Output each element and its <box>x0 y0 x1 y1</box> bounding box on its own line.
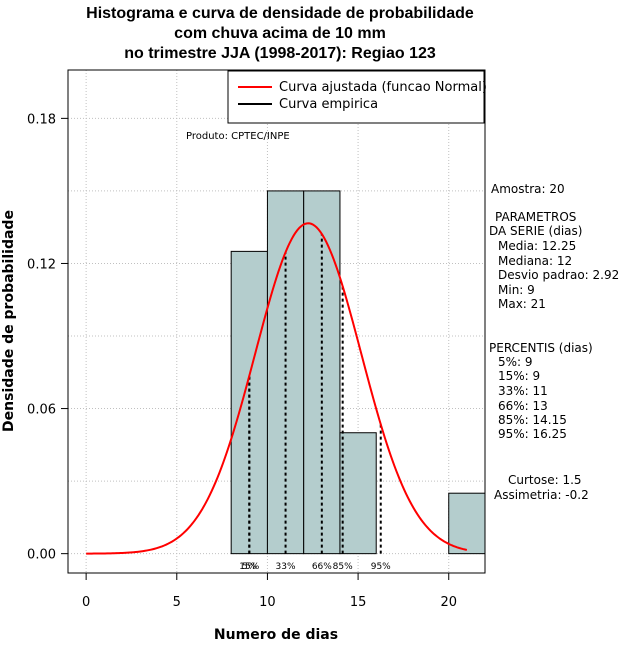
percentile-lines-layer: 5%15% 33% 66% 85% 95% <box>239 233 391 572</box>
stat-media: Media: 12.25 <box>498 239 577 253</box>
percentile-label-3: 66% <box>312 562 332 572</box>
percentile-label-2: 33% <box>276 562 296 572</box>
stat-p5: 5%: 9 <box>498 355 533 369</box>
x-tick-label-0: 0 <box>82 595 90 610</box>
percentile-label-5: 95% <box>371 562 391 572</box>
percentile-label-1: 15% <box>239 562 259 572</box>
stat-desvio-padrao: Desvio padrao: 2.92 <box>498 268 620 282</box>
x-axis-label: Numero de dias <box>214 627 338 643</box>
stat-parametros-subtitle: DA SERIE (dias) <box>489 224 583 238</box>
grid-layer <box>68 70 485 573</box>
histogram-bar-6 <box>448 492 486 555</box>
percentile-label-0: 5% <box>242 562 257 572</box>
stat-p66: 66%: 13 <box>498 399 548 413</box>
stat-p33: 33%: 11 <box>498 384 548 398</box>
y-tick-label-0: 0.00 <box>27 548 56 563</box>
chart-title-line-2: com chuva acima de 10 mm <box>174 25 386 42</box>
legend-box <box>227 70 485 124</box>
y-tick-label-3: 0.18 <box>27 112 56 127</box>
stat-min: Min: 9 <box>498 283 535 297</box>
x-tick-label-15: 15 <box>350 595 367 610</box>
produto-annotation: Produto: CPTEC/INPE <box>186 131 290 142</box>
legend-normal-label: Curva ajustada (funcao Normal) <box>279 80 487 95</box>
stat-p85: 85%: 14.15 <box>498 413 567 427</box>
stat-curtose: Curtose: 1.5 <box>508 473 582 487</box>
legend-empirical-label: Curva empirica <box>279 97 378 112</box>
y-tick-label-1: 0.06 <box>27 403 56 418</box>
x-tick-label-5: 5 <box>173 595 181 610</box>
stat-mediana: Mediana: 12 <box>498 254 573 268</box>
normal-fit-curve <box>86 222 468 555</box>
stat-p15: 15%: 9 <box>498 369 541 383</box>
axes-layer: 0 5 10 15 20 0.00 0.06 0.12 0.18 <box>27 112 457 610</box>
y-axis-label: Densidade de probabilidade <box>1 210 17 432</box>
bars-layer <box>230 190 486 555</box>
stat-percentis-title: PERCENTIS (dias) <box>489 341 593 355</box>
stat-amostra: Amostra: 20 <box>491 182 565 196</box>
stat-parametros-title: PARAMETROS <box>495 210 577 224</box>
x-tick-label-20: 20 <box>440 595 457 610</box>
chart-title-line-3: no trimestre JJA (1998-2017): Regiao 123 <box>124 45 436 62</box>
stat-p95: 95%: 16.25 <box>498 427 567 441</box>
percentile-label-4: 85% <box>333 562 353 572</box>
x-tick-label-10: 10 <box>259 595 276 610</box>
legend: Curva ajustada (funcao Normal) Curva emp… <box>227 70 487 124</box>
chart-title-line-1: Histograma e curva de densidade de proba… <box>86 5 474 22</box>
stat-assimetria: Assimetria: -0.2 <box>494 488 589 502</box>
histogram-bar-3 <box>339 432 377 555</box>
stat-max: Max: 21 <box>498 297 546 311</box>
y-tick-label-2: 0.12 <box>27 257 56 272</box>
